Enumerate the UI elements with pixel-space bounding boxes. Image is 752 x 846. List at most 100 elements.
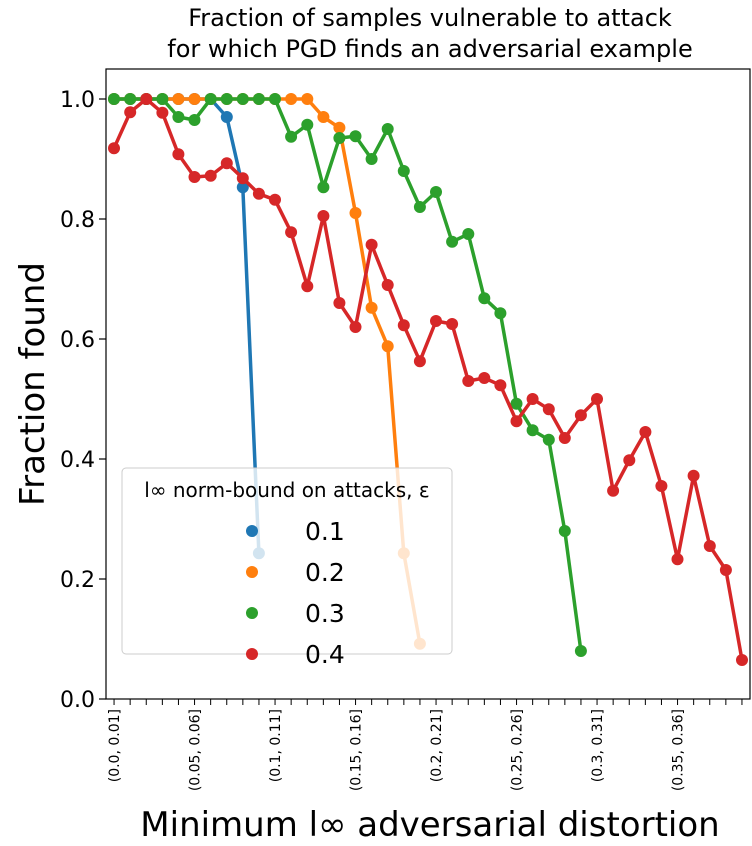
- data-point: [478, 292, 491, 305]
- data-point: [285, 130, 298, 143]
- series-0.4: [108, 93, 748, 666]
- data-point: [430, 315, 442, 327]
- data-point: [188, 114, 201, 126]
- data-point: [381, 340, 394, 353]
- data-point: [301, 118, 314, 131]
- data-point: [285, 226, 298, 239]
- data-point: [252, 93, 265, 105]
- x-axis-label: Minimum l∞ adversarial distortion: [140, 805, 719, 845]
- y-tick-label: 1.0: [60, 88, 95, 113]
- data-point: [381, 279, 394, 291]
- data-point: [413, 201, 426, 213]
- y-tick-label: 0.2: [60, 568, 95, 593]
- chart-title-line-2: for which PGD finds an adversarial examp…: [167, 35, 692, 63]
- legend-marker-0.4: [246, 648, 258, 660]
- data-point: [172, 111, 185, 123]
- x-tick-label: (0.1, 0.11]: [268, 709, 284, 782]
- legend-marker-0.1: [246, 525, 258, 537]
- data-point: [204, 169, 217, 182]
- data-point: [188, 93, 201, 105]
- data-point: [623, 454, 636, 467]
- data-point: [365, 238, 378, 251]
- data-point: [285, 93, 298, 105]
- data-point: [317, 210, 330, 222]
- data-point: [156, 93, 169, 105]
- data-point: [510, 397, 523, 410]
- data-point: [510, 415, 523, 428]
- x-tick-label: (0.0, 0.01]: [107, 709, 123, 782]
- series-layer: [108, 93, 748, 666]
- data-point: [462, 228, 475, 240]
- data-point: [494, 307, 507, 320]
- data-point: [397, 319, 410, 332]
- data-point: [526, 424, 539, 437]
- data-point: [365, 301, 378, 314]
- data-point: [719, 564, 732, 576]
- data-point: [236, 93, 249, 105]
- plot-frame: [105, 68, 751, 700]
- data-point: [687, 469, 700, 482]
- data-point: [574, 409, 587, 422]
- data-point: [446, 318, 459, 330]
- x-tick-label: (0.35, 0.36]: [671, 709, 687, 791]
- data-point: [236, 172, 249, 185]
- data-point: [591, 393, 603, 405]
- data-point: [462, 375, 475, 387]
- legend-marker-0.3: [246, 607, 258, 619]
- legend-box: [121, 467, 453, 655]
- data-point: [140, 93, 153, 105]
- data-point: [430, 186, 442, 198]
- data-point: [108, 142, 120, 155]
- data-point: [413, 355, 426, 368]
- data-point: [703, 540, 716, 552]
- x-tick-label: (0.25, 0.26]: [510, 709, 526, 791]
- data-point: [220, 93, 233, 105]
- data-point: [269, 193, 281, 206]
- series-0.3: [108, 93, 587, 657]
- data-point: [301, 280, 314, 293]
- data-point: [381, 123, 394, 135]
- data-point: [124, 106, 137, 119]
- y-axis: 0.0 0.2 0.4 0.6 0.8 1.0: [60, 88, 106, 713]
- data-point: [108, 93, 120, 105]
- data-point: [220, 111, 233, 123]
- data-point: [204, 93, 217, 105]
- data-point: [252, 187, 265, 200]
- legend-label-0.3: 0.3: [305, 599, 345, 628]
- legend-label-0.1: 0.1: [305, 517, 345, 546]
- x-tick-label: (0.05, 0.06]: [188, 709, 204, 791]
- x-axis: (0.0, 0.01] (0.05, 0.06] (0.1, 0.11] (0.15,…: [107, 699, 743, 791]
- data-point: [349, 321, 362, 333]
- legend-label-0.2: 0.2: [305, 558, 345, 587]
- data-point: [317, 111, 330, 123]
- data-point: [655, 480, 668, 492]
- data-point: [317, 181, 330, 194]
- y-tick-label: 0.4: [60, 448, 95, 473]
- x-tick-label: (0.2, 0.21]: [429, 709, 445, 782]
- y-tick-label: 0.6: [60, 328, 95, 353]
- data-point: [188, 171, 201, 183]
- y-axis-label: Fraction found: [13, 262, 53, 506]
- legend: l∞ norm-bound on attacks, ε 0.1 0.2 0.3 0.4: [121, 467, 453, 669]
- y-tick-label: 0.0: [60, 688, 95, 713]
- data-point: [236, 181, 249, 194]
- y-tick-label: 0.8: [60, 208, 95, 233]
- data-point: [269, 93, 281, 105]
- data-point: [607, 484, 620, 497]
- data-point: [172, 148, 185, 161]
- data-point: [172, 93, 185, 105]
- data-point: [478, 372, 491, 384]
- data-point: [574, 645, 587, 657]
- data-point: [542, 433, 555, 446]
- data-point: [124, 93, 137, 105]
- data-point: [301, 93, 314, 105]
- legend-title: l∞ norm-bound on attacks, ε: [144, 478, 429, 502]
- data-point: [397, 165, 410, 177]
- data-point: [220, 157, 233, 170]
- data-point: [349, 207, 362, 219]
- data-point: [639, 426, 652, 438]
- x-tick-label: (0.15, 0.16]: [349, 709, 365, 791]
- legend-items: 0.1 0.2 0.3 0.4: [246, 517, 345, 669]
- data-point: [558, 525, 571, 537]
- data-point: [671, 553, 684, 566]
